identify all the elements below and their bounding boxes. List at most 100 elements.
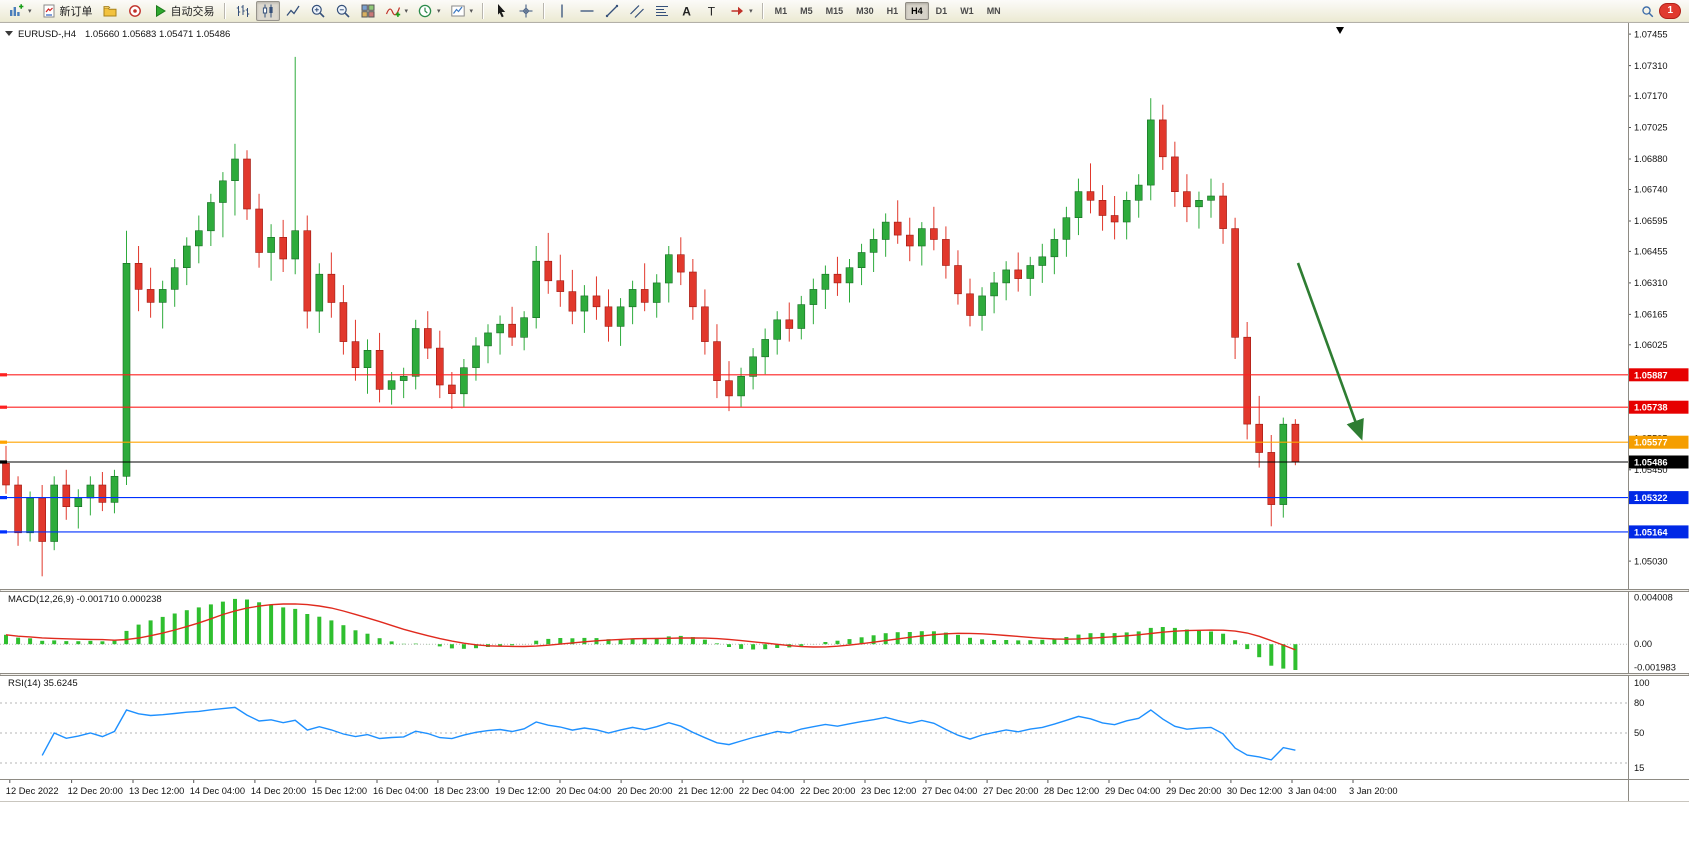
panel-splitter-rsi[interactable]: [0, 673, 1689, 676]
price-axis-label: 1.06165: [1634, 310, 1668, 320]
macd-panel[interactable]: [0, 598, 1628, 670]
main-toolbar: ▾ 新订单 自动交易 ▾ ▾ ▾: [0, 0, 1689, 23]
candle: [387, 380, 396, 390]
candle: [1279, 423, 1288, 505]
line-anchor[interactable]: [0, 496, 7, 500]
vertical-line-button[interactable]: [550, 1, 574, 21]
community-button[interactable]: [123, 1, 147, 21]
arrows-tool-button[interactable]: ▾: [725, 1, 757, 21]
candle: [279, 237, 288, 260]
chart-area[interactable]: 1.07455 1.07310 1.07170 1.07025 1.06880 1.067…: [0, 23, 1689, 861]
cursor-button[interactable]: [489, 1, 513, 21]
horizontal-line-button[interactable]: [575, 1, 599, 21]
candle: [689, 271, 697, 308]
candle: [375, 349, 384, 390]
price-axis-label: 1.06310: [1634, 278, 1668, 288]
auto-trading-label: 自动交易: [170, 6, 215, 18]
price-tag[interactable]: [1628, 455, 1689, 469]
candle: [291, 230, 300, 260]
zoom-out-button[interactable]: [331, 1, 355, 21]
line-anchor[interactable]: [0, 460, 7, 464]
indicators-button[interactable]: ▾: [381, 1, 413, 21]
candle: [628, 289, 637, 308]
notification-badge[interactable]: 1: [1659, 3, 1681, 19]
time-axis-label: 28 Dec 12:00: [1044, 786, 1099, 796]
tile-windows-button[interactable]: [356, 1, 380, 21]
price-tag[interactable]: [1628, 435, 1689, 449]
time-axis-label: 12 Dec 20:00: [68, 786, 123, 796]
price-tag-label: 1.05486: [1634, 458, 1668, 468]
candle: [183, 245, 191, 269]
fibonacci-button[interactable]: [650, 1, 674, 21]
profiles-button[interactable]: [98, 1, 122, 21]
timeframe-m1[interactable]: M1: [769, 2, 794, 20]
price-tag[interactable]: [1628, 525, 1689, 539]
price-tag[interactable]: [1628, 491, 1689, 505]
time-axis[interactable]: 12 Dec 2022 12 Dec 20:00 13 Dec 12:00 14 De…: [6, 779, 1398, 796]
price-panel[interactable]: [0, 56, 1628, 577]
timeframe-d1[interactable]: D1: [930, 2, 954, 20]
price-axis[interactable]: 1.07455 1.07310 1.07170 1.07025 1.06880 1.067…: [1628, 29, 1689, 773]
timeframe-mn[interactable]: MN: [981, 2, 1007, 20]
timeframe-h1[interactable]: H1: [881, 2, 905, 20]
cursor-icon: [498, 4, 506, 18]
auto-trading-button[interactable]: 自动交易: [148, 1, 219, 21]
candle: [616, 306, 625, 327]
crosshair-button[interactable]: [514, 1, 538, 21]
line-anchor[interactable]: [0, 405, 7, 409]
time-axis-label: 20 Dec 04:00: [556, 786, 611, 796]
price-tag[interactable]: [1628, 400, 1689, 414]
time-axis-label: 29 Dec 04:00: [1105, 786, 1160, 796]
arrow-tool-icon: [731, 6, 744, 16]
chart-shift-marker[interactable]: [1336, 27, 1344, 34]
candle: [411, 328, 420, 377]
equidistant-channel-button[interactable]: [625, 1, 649, 21]
candle: [761, 339, 770, 358]
candle: [170, 267, 179, 290]
candle: [496, 323, 504, 334]
text-label-icon: T: [708, 5, 716, 19]
trendline-button[interactable]: [600, 1, 624, 21]
rsi-indicator-label: RSI(14) 35.6245: [8, 678, 78, 689]
rsi-panel[interactable]: [0, 702, 1628, 764]
candle: [1014, 269, 1023, 279]
time-axis-label: 16 Dec 04:00: [373, 786, 428, 796]
new-order-button[interactable]: 新订单: [37, 1, 97, 21]
candle: [1062, 217, 1071, 240]
bar-chart-button[interactable]: [231, 1, 255, 21]
timeframe-m30[interactable]: M30: [850, 2, 880, 20]
line-anchor[interactable]: [0, 373, 7, 377]
new-chart-button[interactable]: ▾: [4, 1, 36, 21]
template-icon: [450, 5, 465, 17]
fibonacci-icon: [656, 6, 669, 16]
price-tag[interactable]: [1628, 368, 1689, 382]
one-click-trading-toggle[interactable]: [5, 31, 13, 36]
time-axis-label: 23 Dec 12:00: [861, 786, 916, 796]
timeframe-w1[interactable]: W1: [954, 2, 980, 20]
equidistant-channel-icon: [630, 5, 644, 18]
candlestick-chart-button[interactable]: [255, 1, 280, 21]
line-anchor[interactable]: [0, 530, 7, 534]
candle: [26, 497, 34, 534]
price-axis-label: 1.07310: [1634, 61, 1668, 71]
search-icon[interactable]: [1641, 5, 1654, 18]
price-tag-label: 1.05738: [1634, 403, 1668, 413]
timeframe-h4[interactable]: H4: [905, 2, 929, 20]
periods-button[interactable]: ▾: [413, 1, 445, 21]
trend-arrow-annotation[interactable]: [1296, 262, 1364, 441]
text-label-button[interactable]: T: [700, 1, 724, 21]
macd-axis-label: -0.001983: [1634, 663, 1676, 673]
line-anchor[interactable]: [0, 440, 7, 444]
candle: [399, 375, 408, 381]
macd-signal-line: [5, 603, 1296, 651]
zoom-in-button[interactable]: [306, 1, 330, 21]
candle: [1159, 119, 1167, 158]
line-chart-button[interactable]: [281, 1, 305, 21]
timeframe-m5[interactable]: M5: [794, 2, 819, 20]
timeframe-m15[interactable]: M15: [820, 2, 850, 20]
candle: [1243, 336, 1251, 425]
candle: [725, 380, 733, 397]
text-button[interactable]: A: [675, 1, 699, 21]
template-button[interactable]: ▾: [446, 1, 478, 21]
panel-splitter-macd[interactable]: [0, 589, 1689, 592]
